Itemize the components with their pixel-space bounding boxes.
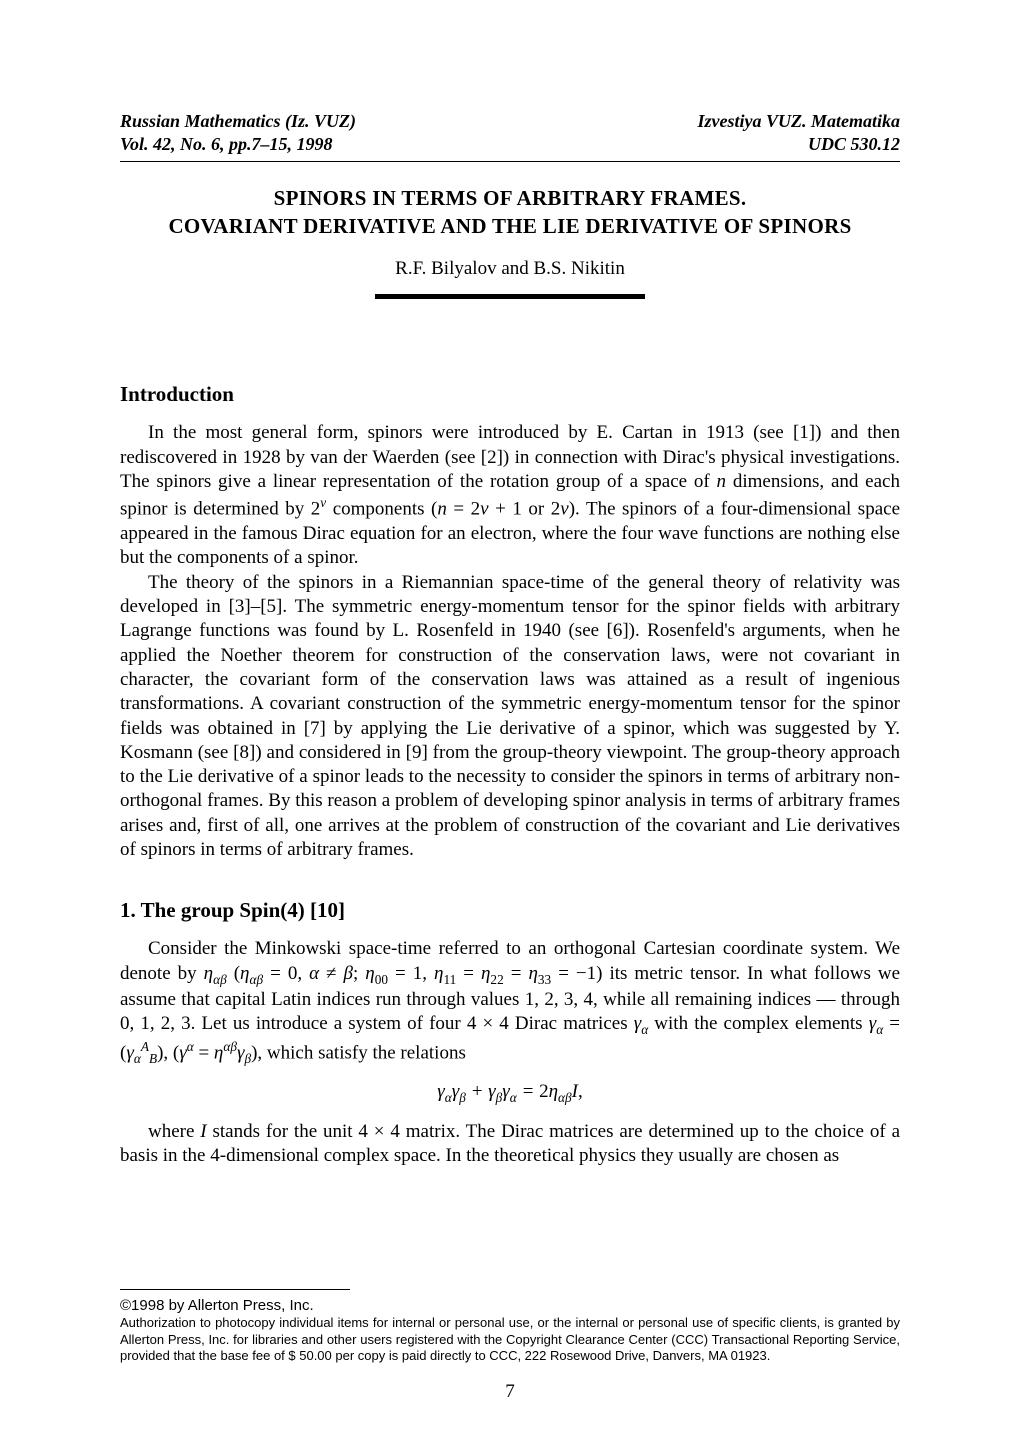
journal-name-left: Russian Mathematics (Iz. VUZ) xyxy=(120,110,356,133)
header-right: Izvestiya VUZ. Matematika UDC 530.12 xyxy=(698,110,900,157)
page-number: 7 xyxy=(0,1381,1020,1403)
header-rule xyxy=(120,161,900,162)
intro-paragraph-2: The theory of the spinors in a Riemannia… xyxy=(120,571,900,863)
authors: R.F. Bilyalov and B.S. Nikitin xyxy=(120,258,900,280)
udc-code: UDC 530.12 xyxy=(698,133,900,156)
section-1-paragraph-1: Consider the Minkowski space-time referr… xyxy=(120,937,900,1066)
section-1-paragraph-2: where I stands for the unit 4 × 4 matrix… xyxy=(120,1120,900,1169)
title-line-2: COVARIANT DERIVATIVE AND THE LIE DERIVAT… xyxy=(120,212,900,240)
footnote-rule xyxy=(120,1289,350,1290)
running-header: Russian Mathematics (Iz. VUZ) Vol. 42, N… xyxy=(120,110,900,157)
footnote-block: ©1998 by Allerton Press, Inc. Authorizat… xyxy=(120,1289,900,1365)
authorization-text: Authorization to photocopy individual it… xyxy=(120,1315,900,1365)
intro-paragraph-1: In the most general form, spinors were i… xyxy=(120,421,900,570)
author-rule-wrap xyxy=(120,286,900,304)
page: Russian Mathematics (Iz. VUZ) Vol. 42, N… xyxy=(0,0,1020,1443)
copyright-line: ©1998 by Allerton Press, Inc. xyxy=(120,1296,900,1315)
section-1-heading: 1. The group Spin(4) [10] xyxy=(120,898,900,923)
header-left: Russian Mathematics (Iz. VUZ) Vol. 42, N… xyxy=(120,110,356,157)
volume-info: Vol. 42, No. 6, pp.7–15, 1998 xyxy=(120,133,356,156)
introduction-heading: Introduction xyxy=(120,382,900,407)
equation-1: γαγβ + γβγα = 2ηαβI, xyxy=(120,1081,900,1106)
author-underline xyxy=(375,294,645,299)
paper-title: SPINORS IN TERMS OF ARBITRARY FRAMES. CO… xyxy=(120,184,900,241)
journal-name-right: Izvestiya VUZ. Matematika xyxy=(698,110,900,133)
title-line-1: SPINORS IN TERMS OF ARBITRARY FRAMES. xyxy=(120,184,900,212)
